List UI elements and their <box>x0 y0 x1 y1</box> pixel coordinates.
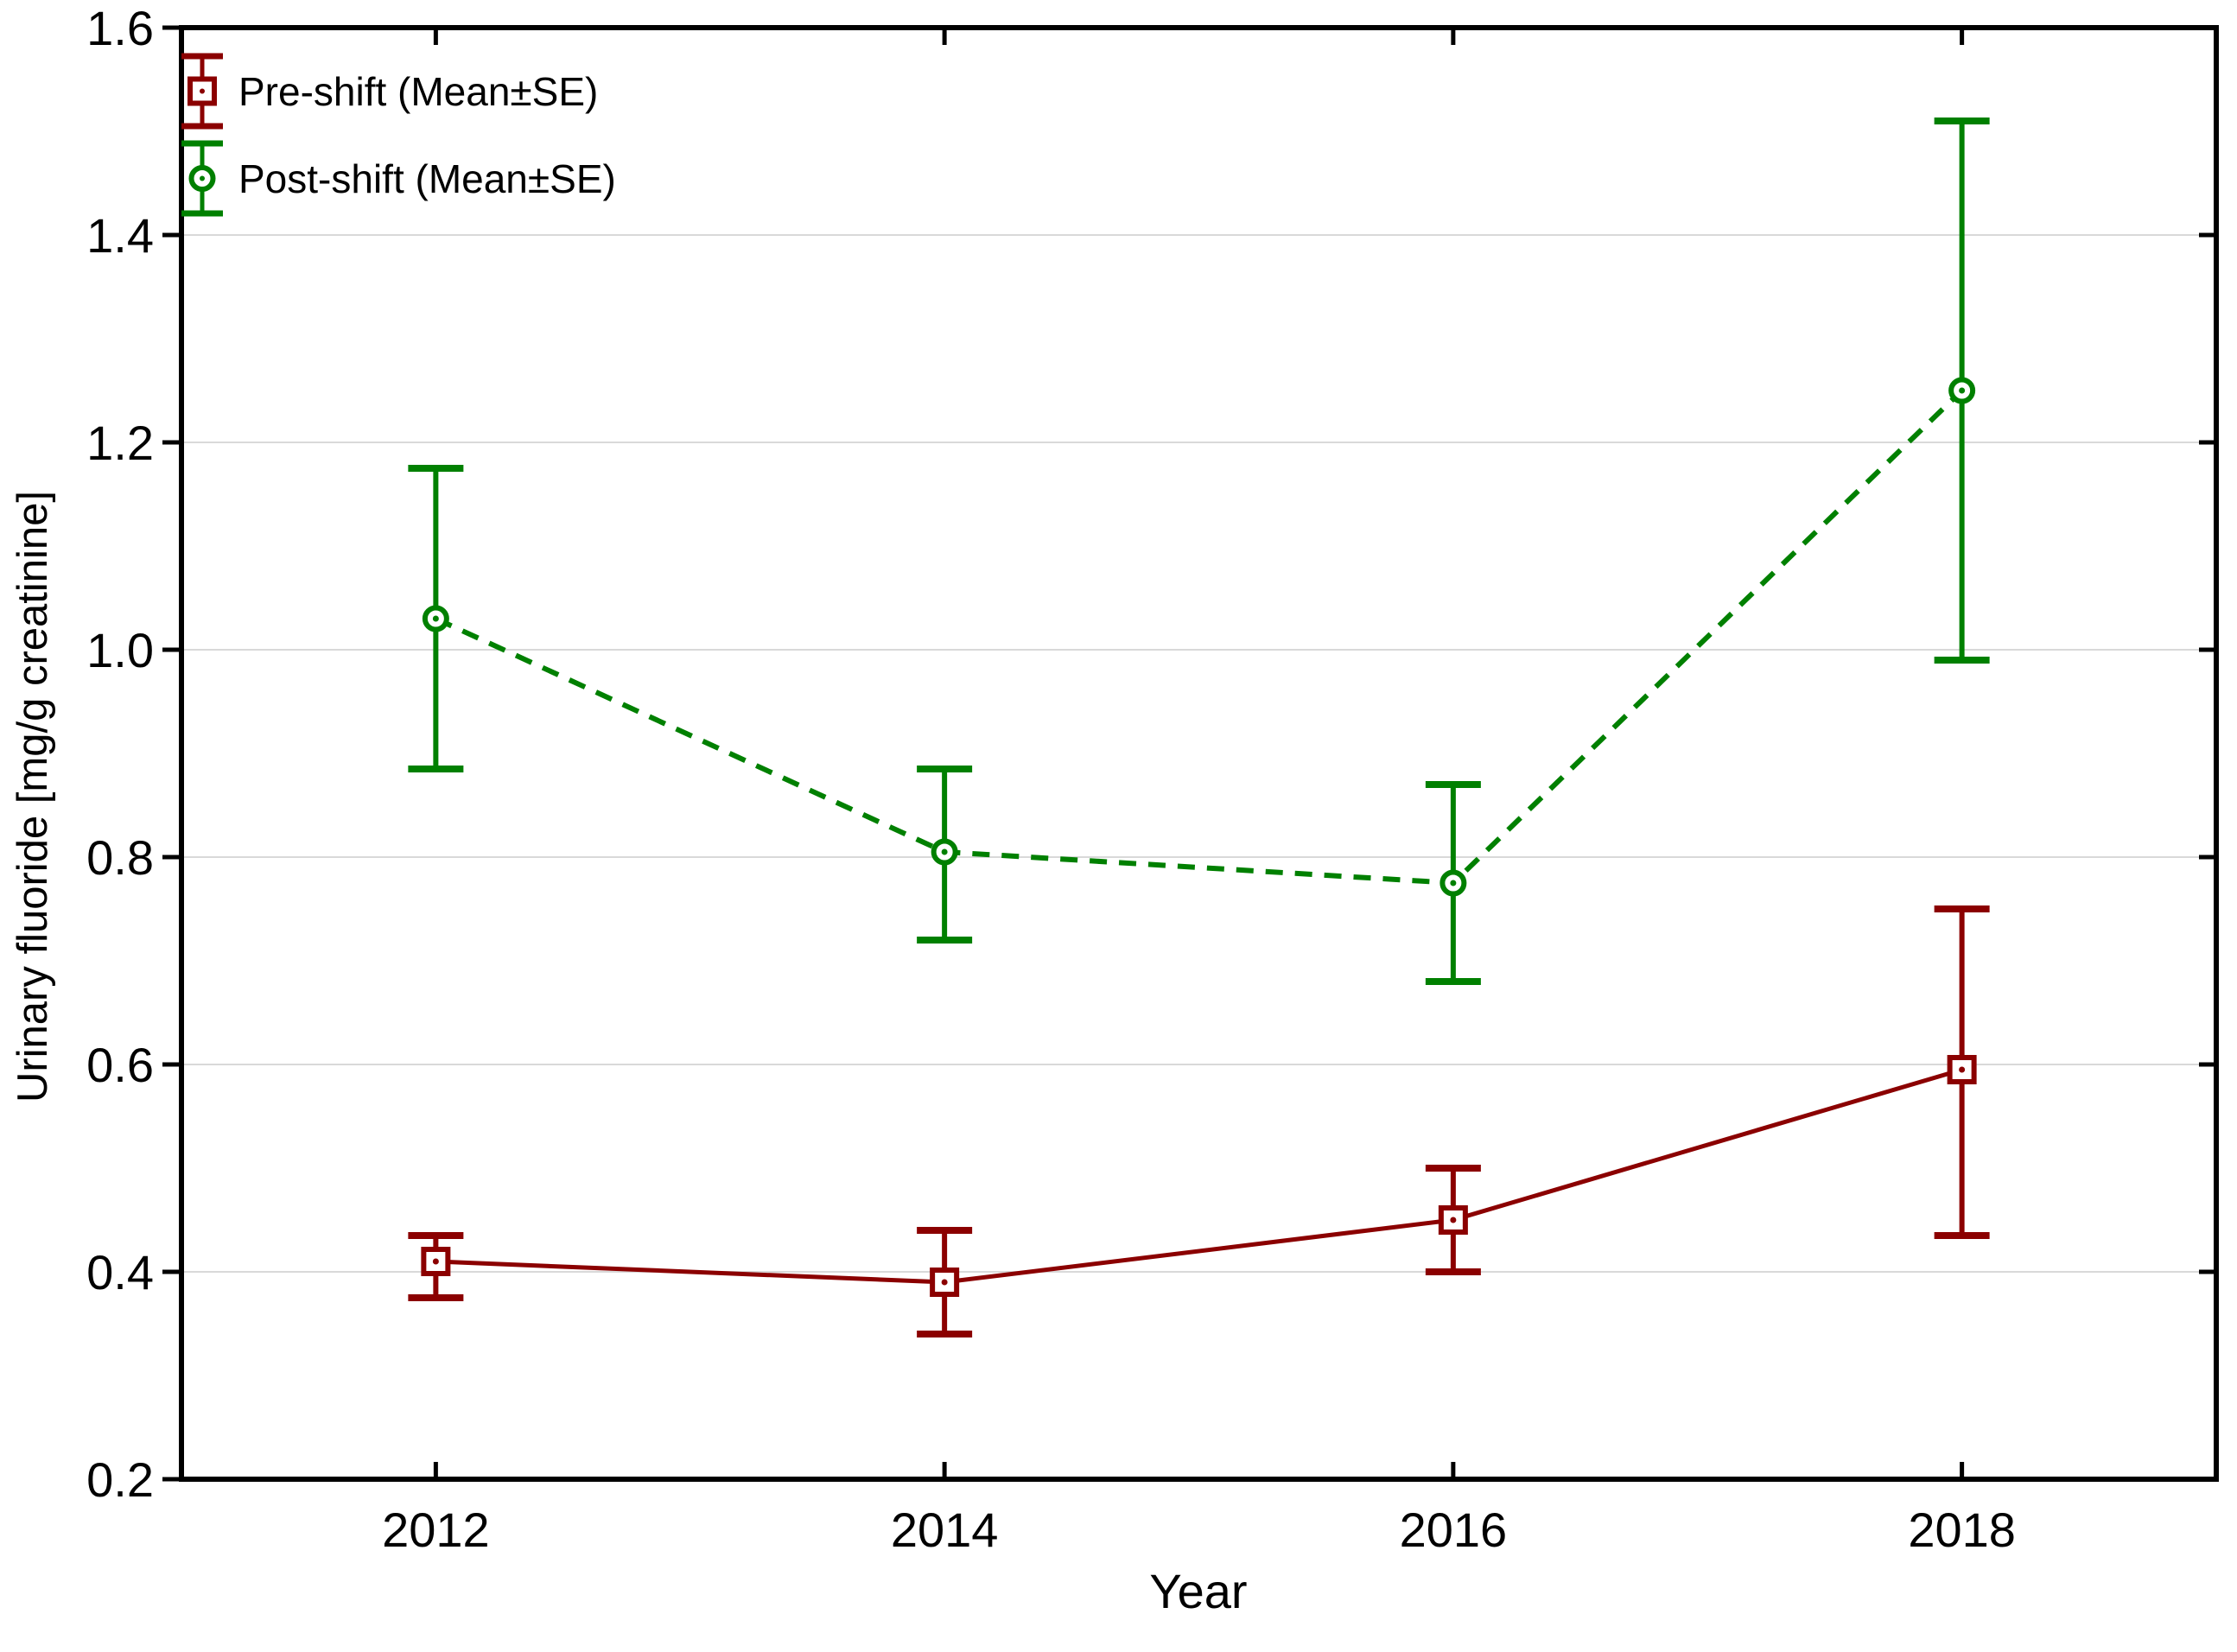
marker-dot-post-shift-2018 <box>1959 387 1966 394</box>
y-tick-label-0.6: 0.6 <box>86 1038 154 1092</box>
legend-glyph-marker-dot <box>200 175 205 181</box>
y-tick-label-1.0: 1.0 <box>86 623 154 677</box>
marker-dot-post-shift-2014 <box>941 848 948 855</box>
y-axis-title: Urinary fluoride [mg/g creatinine] <box>10 490 56 1103</box>
x-axis-title: Year <box>1149 1564 1248 1618</box>
marker-pre-shift-2016 <box>1438 1205 1468 1235</box>
y-tick-label-0.8: 0.8 <box>86 830 154 885</box>
marker-dot-post-shift-2012 <box>432 615 439 622</box>
marker-dot-pre-shift-2018 <box>1959 1066 1966 1073</box>
plot-frame <box>179 25 2219 1482</box>
legend-label-post-shift: Post-shift (Mean±SE) <box>238 156 616 201</box>
x-tick-label-2014: 2014 <box>891 1503 999 1557</box>
y-tick-label-1.4: 1.4 <box>86 208 154 263</box>
series-line-pre-shift <box>435 1067 1963 1285</box>
marker-dot-post-shift-2016 <box>1450 880 1457 886</box>
legend-item-post-shift: Post-shift (Mean±SE) <box>178 137 616 219</box>
legend-errorbar-circle-icon <box>181 140 223 217</box>
marker-dot-pre-shift-2016 <box>1450 1217 1457 1223</box>
y-tick-label-0.2: 0.2 <box>86 1452 154 1507</box>
legend-label-pre-shift: Pre-shift (Mean±SE) <box>238 68 599 114</box>
series-line-post-shift <box>435 388 1964 886</box>
marker-dot-pre-shift-2012 <box>432 1258 439 1265</box>
marker-dot-pre-shift-2014 <box>941 1279 948 1286</box>
x-tick-label-2012: 2012 <box>382 1503 490 1557</box>
legend: Pre-shift (Mean±SE) Post-shift (Mean±SE) <box>178 50 616 219</box>
y-tick-label-1.2: 1.2 <box>86 416 154 470</box>
legend-glyph-marker-dot <box>200 88 205 94</box>
x-tick-label-2016: 2016 <box>1400 1503 1508 1557</box>
series-pre-shift <box>408 905 1990 1337</box>
legend-errorbar-square-icon <box>181 53 223 130</box>
x-tick-label-2018: 2018 <box>1908 1503 2016 1557</box>
y-tick-label-0.4: 0.4 <box>86 1245 154 1299</box>
legend-item-pre-shift: Pre-shift (Mean±SE) <box>178 50 616 132</box>
series-post-shift <box>408 118 1990 985</box>
y-tick-label-1.6: 1.6 <box>86 1 154 55</box>
